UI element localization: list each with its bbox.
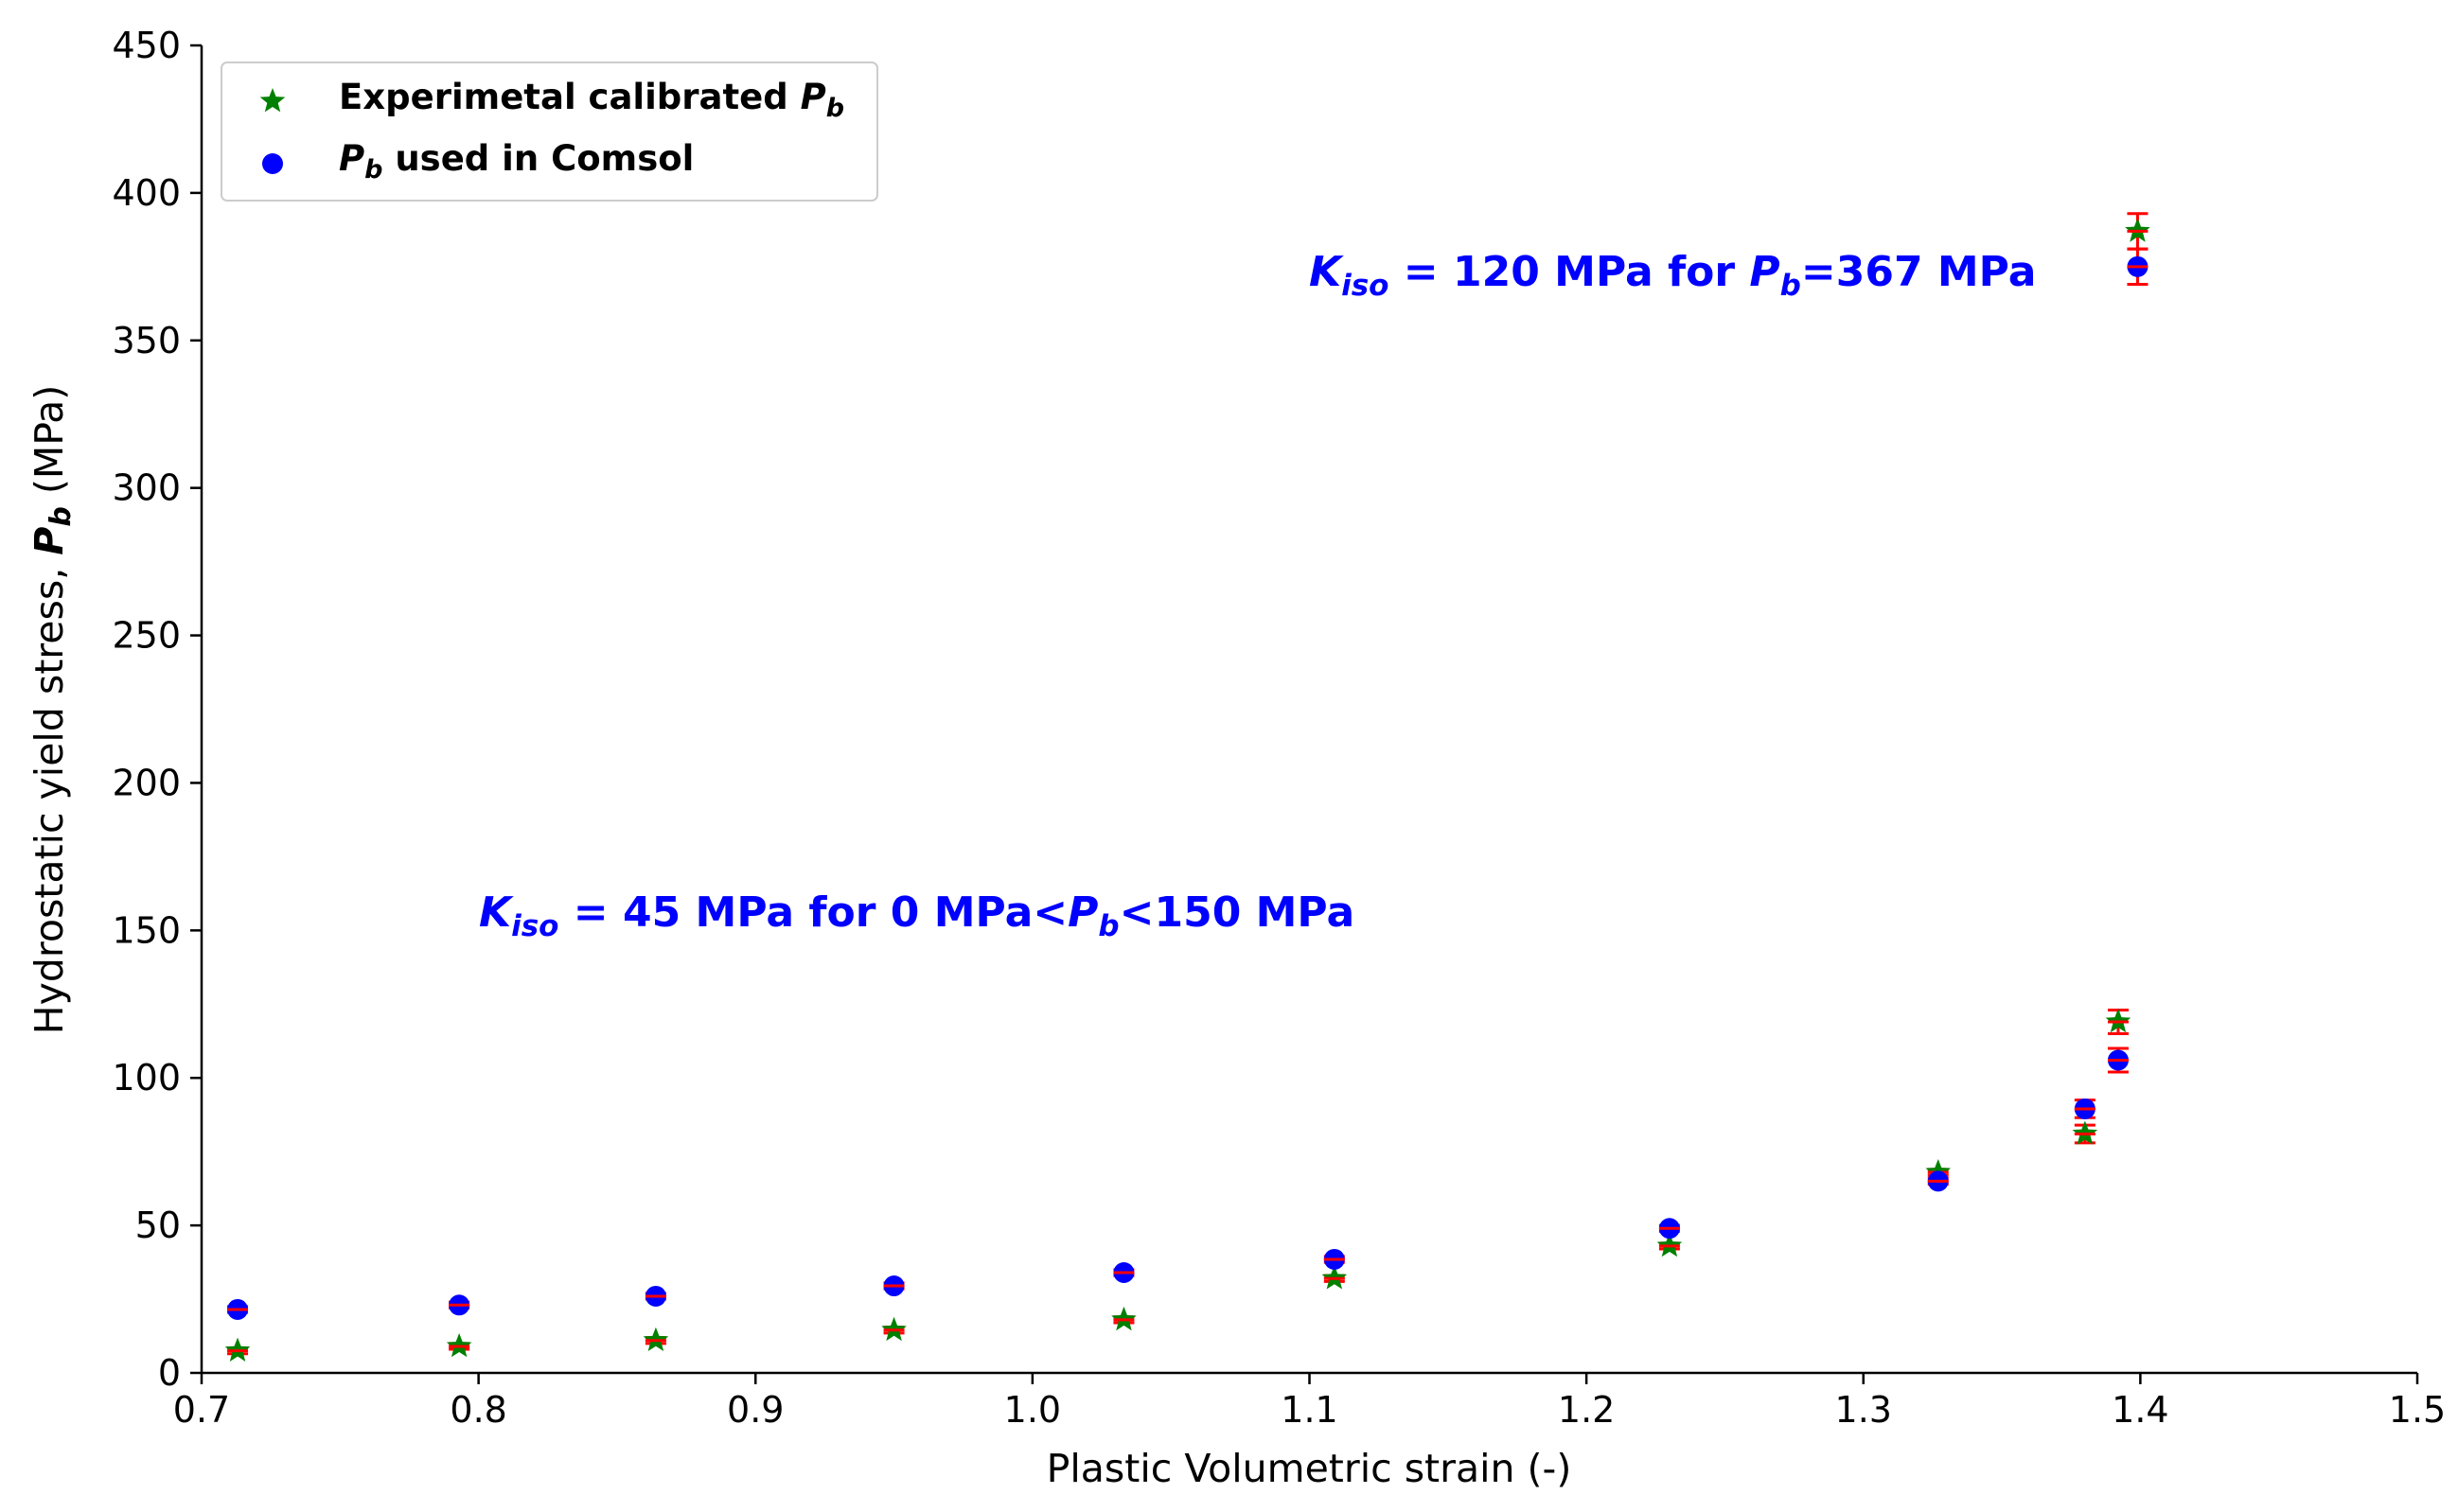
y-ticks: 0 50 100 150 200 250 300 350 400 450 bbox=[112, 25, 202, 1394]
x-tick-label: 1.5 bbox=[2389, 1389, 2446, 1431]
legend-entry-comsol: Pb used in Comsol bbox=[339, 138, 694, 185]
y-tick-label: 250 bbox=[112, 615, 181, 657]
y-tick-label: 350 bbox=[112, 320, 181, 361]
x-axis-label: Plastic Volumetric strain (-) bbox=[1047, 1446, 1572, 1491]
x-tick-label: 1.3 bbox=[1835, 1389, 1892, 1431]
legend-marker-star bbox=[259, 88, 286, 113]
y-tick-label: 150 bbox=[112, 909, 181, 951]
x-tick-label: 1.2 bbox=[1558, 1389, 1615, 1431]
y-tick-label: 100 bbox=[112, 1057, 181, 1099]
legend-entry-experimental: Experimetal calibrated Pb bbox=[339, 77, 844, 123]
y-tick-label: 50 bbox=[135, 1204, 181, 1246]
y-tick-label: 300 bbox=[112, 467, 181, 509]
x-ticks: 0.7 0.8 0.9 1.0 1.1 1.2 1.3 1.4 1.5 bbox=[173, 1373, 2446, 1431]
x-tick-label: 0.8 bbox=[450, 1389, 506, 1431]
x-tick-label: 0.9 bbox=[727, 1389, 784, 1431]
legend: Experimetal calibrated Pb Pb used in Com… bbox=[221, 62, 878, 202]
x-tick-label: 1.0 bbox=[1004, 1389, 1061, 1431]
annotation-kiso-120: Kiso = 120 MPa for Pb=367 MPa bbox=[1309, 248, 2036, 303]
legend-star-glyph bbox=[259, 88, 286, 113]
x-tick-label: 0.7 bbox=[173, 1389, 230, 1431]
y-axis-label: Hydrostatic yield stress, Pb (MPa) bbox=[27, 385, 78, 1034]
legend-frame bbox=[221, 62, 878, 202]
error-bars bbox=[227, 212, 2149, 1356]
y-tick-label: 450 bbox=[112, 25, 181, 66]
y-tick-label: 0 bbox=[158, 1352, 181, 1394]
y-tick-label: 400 bbox=[112, 172, 181, 214]
data-points bbox=[224, 218, 2150, 1362]
legend-marker-circle bbox=[262, 153, 283, 174]
legend-circle-glyph bbox=[262, 153, 283, 174]
y-tick-label: 200 bbox=[112, 762, 181, 803]
annotation-kiso-45: Kiso = 45 MPa for 0 MPa<Pb<150 MPa bbox=[479, 888, 1354, 943]
x-tick-label: 1.1 bbox=[1281, 1389, 1337, 1431]
x-tick-label: 1.4 bbox=[2112, 1389, 2168, 1431]
